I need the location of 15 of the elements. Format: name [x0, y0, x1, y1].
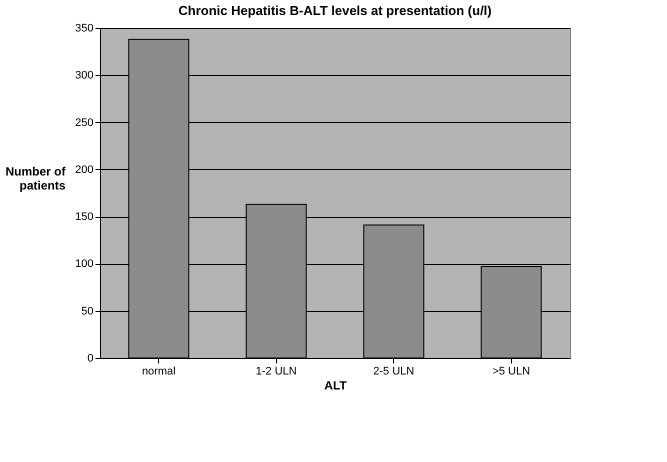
y-tick-label: 250: [75, 116, 94, 129]
x-tick-label: >5 ULN: [492, 366, 530, 378]
y-tick-label: 150: [75, 211, 94, 224]
y-tick-label: 50: [81, 305, 94, 318]
y-tick-label: 100: [75, 258, 94, 270]
y-tick-label: 350: [75, 22, 94, 34]
y-tick-label: 300: [75, 70, 94, 82]
y-tick-label: 200: [75, 164, 94, 176]
chart-title: Chronic Hepatitis B-ALT levels at presentation (u/l): [178, 3, 492, 18]
x-axis-title: ALT: [324, 378, 348, 392]
x-tick-label: 1-2 ULN: [256, 366, 297, 378]
y-axis-title: Number of patients: [6, 164, 67, 192]
x-tick-label: 2-5 ULN: [373, 366, 414, 378]
y-tick-label: 0: [87, 352, 94, 364]
x-tick-label: normal: [142, 366, 176, 378]
